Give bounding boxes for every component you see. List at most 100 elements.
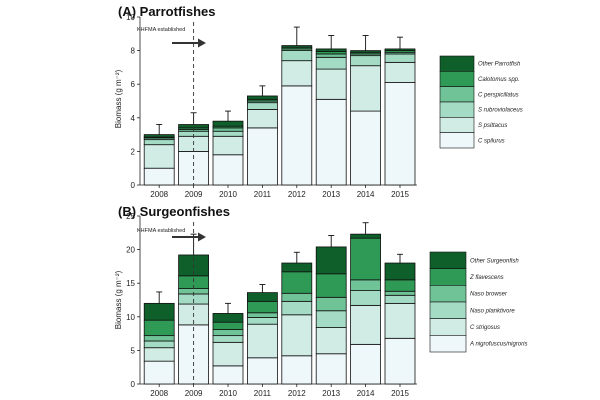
bar-segment xyxy=(212,120,244,127)
panel-b-annotation: KHFMA established xyxy=(137,228,185,234)
bar-segment xyxy=(281,300,313,316)
legend-label: C perspicillatus xyxy=(478,92,519,98)
bar-segment xyxy=(315,48,347,52)
bar-segment xyxy=(350,279,382,291)
panel-b-bars xyxy=(143,222,416,385)
panel-a-marker: KHFMA established xyxy=(137,22,206,185)
x-tick-label: 2015 xyxy=(391,190,409,199)
bar-segment xyxy=(178,324,210,385)
legend-label: A nigrofuscus/nigroris xyxy=(469,342,527,348)
bar-segment xyxy=(212,130,244,137)
legend-swatch xyxy=(439,132,475,149)
bar-segment xyxy=(315,273,347,298)
legend-entry: S psittacus xyxy=(439,117,507,133)
legend-swatch xyxy=(439,117,475,133)
bar-segment xyxy=(281,262,313,273)
legend-entry: C perspicillatus xyxy=(439,86,519,103)
bar-segment xyxy=(384,337,416,385)
bar-segment xyxy=(143,302,175,321)
legend-entry: C strigosus xyxy=(429,318,500,336)
legend-entry: Z flavescens xyxy=(429,268,504,286)
bar-segment xyxy=(384,279,416,292)
bar-segment xyxy=(246,127,278,186)
bar-segment xyxy=(350,233,382,239)
panel-a-bars xyxy=(143,26,416,186)
legend-entry: A nigrofuscus/nigroris xyxy=(429,335,527,353)
bar-segment xyxy=(350,304,382,345)
legend-swatch xyxy=(429,285,467,303)
legend-label: Other Surgeonfish xyxy=(470,258,519,264)
bar-segment xyxy=(246,292,278,302)
x-tick-label: 2011 xyxy=(254,190,272,199)
bar-stack xyxy=(281,26,313,186)
panel-a-axes: 0 2 4 6 8 10 2008 2009 2010 2011 2012 2013 2014 2015 xyxy=(126,13,417,199)
legend-entry: Naso browser xyxy=(429,285,508,303)
bar-stack xyxy=(143,291,175,385)
bar-stack xyxy=(281,251,313,385)
bar-segment xyxy=(246,102,278,110)
legend-swatch xyxy=(439,55,475,72)
panel-a-legend: Other Parrotfish Calotomus spp. C perspici… xyxy=(439,55,523,149)
y-tick-label: 6 xyxy=(131,80,136,89)
bar-segment xyxy=(246,300,278,314)
x-tick-label: 2012 xyxy=(288,389,306,398)
bar-segment xyxy=(281,85,313,186)
bar-segment xyxy=(246,317,278,325)
legend-label: Other Parrotfish xyxy=(478,62,521,68)
y-tick-label: 10 xyxy=(126,13,135,22)
bar-segment xyxy=(212,313,244,323)
y-tick-label: 25 xyxy=(126,212,135,221)
parrotfish-panel: (A) Parrotfishes Biomass (g m⁻²) 0 2 4 6 8 10… xyxy=(114,4,523,199)
bar-segment xyxy=(315,296,347,312)
x-tick-label: 2014 xyxy=(357,190,375,199)
x-tick-label: 2008 xyxy=(150,389,168,398)
bar-segment xyxy=(281,60,313,87)
bar-stack xyxy=(315,235,347,385)
bar-segment xyxy=(212,341,244,367)
bar-segment xyxy=(315,246,347,275)
y-tick-label: 10 xyxy=(126,313,135,322)
bar-segment xyxy=(246,323,278,359)
bar-segment xyxy=(350,290,382,306)
y-tick-label: 8 xyxy=(131,47,136,56)
bar-segment xyxy=(143,340,175,349)
bar-segment xyxy=(384,294,416,304)
y-tick-label: 4 xyxy=(131,114,136,123)
bar-segment xyxy=(315,353,347,385)
bar-segment xyxy=(143,139,175,146)
bar-segment xyxy=(246,312,278,318)
panel-a-title: (A) Parrotfishes xyxy=(118,4,216,19)
bar-segment xyxy=(212,127,244,132)
bar-stack xyxy=(350,222,382,385)
legend-label: Calotomus spp. xyxy=(478,77,520,83)
legend-swatch xyxy=(429,268,467,286)
surgeonfish-panel: (B) Surgeonfishes Biomass (g m⁻²) 0 5 10 15… xyxy=(114,204,527,398)
x-tick-label: 2009 xyxy=(185,389,203,398)
x-tick-label: 2009 xyxy=(185,190,203,199)
legend-swatch xyxy=(439,101,475,118)
bar-segment xyxy=(315,53,347,58)
bar-segment xyxy=(212,335,244,343)
bar-segment xyxy=(246,357,278,385)
bar-segment xyxy=(281,50,313,62)
bar-segment xyxy=(315,98,347,186)
legend-entry: Other Parrotfish xyxy=(439,55,521,72)
y-tick-label: 0 xyxy=(131,181,136,190)
legend-entry: S rubroviolaceus xyxy=(439,101,523,118)
legend-label: Naso planktivore xyxy=(470,308,515,314)
bar-segment xyxy=(212,321,244,330)
bar-stack xyxy=(212,302,244,385)
bar-segment xyxy=(384,262,416,281)
legend-entry: Naso planktivore xyxy=(429,301,515,319)
bar-stack xyxy=(384,253,416,385)
legend-label: S rubroviolaceus xyxy=(478,108,523,114)
panel-b-title: (B) Surgeonfishes xyxy=(118,204,230,219)
x-tick-label: 2008 xyxy=(150,190,168,199)
legend-swatch xyxy=(439,86,475,103)
legend-entry: C spilurus xyxy=(439,132,505,149)
bar-segment xyxy=(143,319,175,337)
x-tick-label: 2010 xyxy=(219,190,237,199)
bar-segment xyxy=(384,53,416,63)
bar-segment xyxy=(350,55,382,67)
